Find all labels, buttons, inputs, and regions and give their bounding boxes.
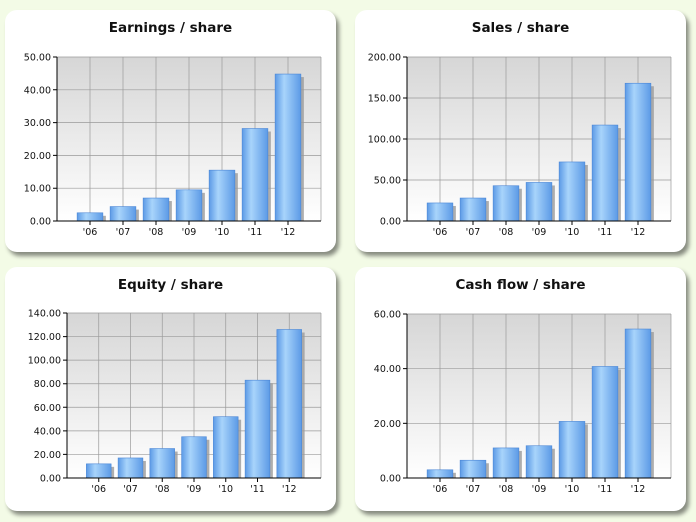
bar: [213, 416, 239, 479]
bar-chart-cash-flow: 0.00 20.00 40.00 60.00 '06 '07 '08 '09 '10 '11 '12: [374, 310, 672, 495]
chart-title: Cash flow / share: [455, 277, 586, 293]
bar: [624, 82, 652, 222]
bar: [76, 212, 104, 222]
bar: [426, 469, 454, 479]
y-tick-label: 20.00: [24, 151, 51, 162]
y-tick-label: 120.00: [28, 332, 61, 343]
chart-panel-sales: Sales / share 0.00 50.00 100.00 150.00 200.0…: [355, 10, 686, 252]
x-tick-label: '11: [250, 484, 265, 495]
y-tick-label: 0.00: [40, 474, 61, 485]
x-tick-label: '11: [598, 484, 613, 495]
x-tick-label: '10: [565, 484, 580, 495]
bar: [426, 202, 454, 222]
x-tick-label: '10: [218, 484, 233, 495]
y-tick-label: 0.00: [380, 474, 401, 485]
x-tick-label: '10: [215, 227, 230, 238]
bar: [274, 73, 302, 222]
bar: [149, 448, 175, 479]
bar: [525, 182, 553, 222]
y-tick-label: 80.00: [34, 379, 61, 390]
x-tick-label: '11: [248, 227, 263, 238]
chart-panel-cash-flow: Cash flow / share 0.00 20.00 40.00 60.00 '06…: [355, 267, 686, 511]
y-tick-label: 20.00: [374, 419, 401, 430]
y-tick-label: 100.00: [368, 135, 401, 146]
bar-chart-sales: 0.00 50.00 100.00 150.00 200.00 '06 '07 '08 '09 '…: [368, 53, 672, 238]
y-tick-label: 100.00: [28, 356, 61, 367]
bar: [558, 421, 586, 479]
bar: [208, 169, 236, 222]
x-tick-label: '12: [282, 484, 297, 495]
bar: [591, 366, 619, 479]
chart-title: Sales / share: [471, 20, 570, 36]
bar: [86, 463, 112, 479]
x-tick-label: '08: [499, 484, 514, 495]
x-tick-label: '06: [83, 227, 98, 238]
y-tick-label: 60.00: [374, 310, 401, 321]
bar: [175, 189, 203, 222]
x-tick-label: '09: [532, 227, 547, 238]
x-tick-label: '07: [466, 484, 481, 495]
bar-chart-equity: 0.00 20.00 40.00 60.00 80.00 100.00 120.00 140.…: [28, 309, 322, 495]
x-tick-label: '09: [532, 484, 547, 495]
y-tick-label: 40.00: [34, 426, 61, 437]
y-tick-label: 50.00: [374, 176, 401, 187]
x-tick-label: '06: [91, 484, 106, 495]
x-tick-label: '12: [281, 227, 296, 238]
bar-chart-earnings: 0.00 10.00 20.00 30.00 40.00 50.00 '06 '07 '08 '0…: [24, 53, 322, 238]
chart-panel-equity: Equity / share 0.00 20.00 40.00 60.00 80.00 1…: [5, 267, 336, 511]
y-tick-label: 0.00: [30, 217, 51, 228]
bar: [109, 206, 137, 222]
bar: [624, 328, 652, 479]
y-tick-label: 40.00: [24, 85, 51, 96]
bar: [276, 329, 302, 479]
y-tick-label: 30.00: [24, 118, 51, 129]
x-tick-label: '11: [598, 227, 613, 238]
x-tick-label: '07: [123, 484, 138, 495]
bar: [459, 459, 487, 479]
x-tick-label: '07: [466, 227, 481, 238]
x-tick-label: '12: [631, 484, 646, 495]
y-tick-label: 20.00: [34, 450, 61, 461]
bar: [525, 445, 553, 479]
y-tick-label: 0.00: [380, 217, 401, 228]
bar: [241, 128, 269, 222]
bar: [459, 197, 487, 222]
chart-title: Equity / share: [117, 277, 224, 293]
bar: [142, 197, 170, 222]
bar: [492, 447, 520, 479]
x-tick-label: '08: [155, 484, 170, 495]
chart-panel-earnings: Earnings / share 0.00 10.00 20.00 30.00 40.0…: [5, 10, 336, 252]
chart-title: Earnings / share: [108, 20, 233, 36]
x-tick-label: '07: [116, 227, 131, 238]
x-tick-label: '09: [187, 484, 202, 495]
x-tick-label: '12: [631, 227, 646, 238]
bar: [244, 379, 271, 479]
x-tick-label: '06: [433, 484, 448, 495]
y-tick-label: 200.00: [368, 53, 401, 64]
x-tick-label: '08: [149, 227, 164, 238]
y-tick-label: 10.00: [24, 184, 51, 195]
x-tick-label: '08: [499, 227, 514, 238]
y-tick-label: 50.00: [24, 53, 51, 64]
x-tick-label: '09: [182, 227, 197, 238]
x-tick-label: '06: [433, 227, 448, 238]
y-tick-label: 140.00: [28, 309, 61, 320]
y-tick-label: 40.00: [374, 364, 401, 375]
bar: [558, 161, 586, 222]
bar: [117, 457, 144, 479]
bar: [181, 436, 207, 479]
y-tick-label: 60.00: [34, 403, 61, 414]
x-tick-label: '10: [565, 227, 580, 238]
bar: [591, 124, 619, 222]
y-tick-label: 150.00: [368, 94, 401, 105]
bar: [492, 185, 520, 222]
